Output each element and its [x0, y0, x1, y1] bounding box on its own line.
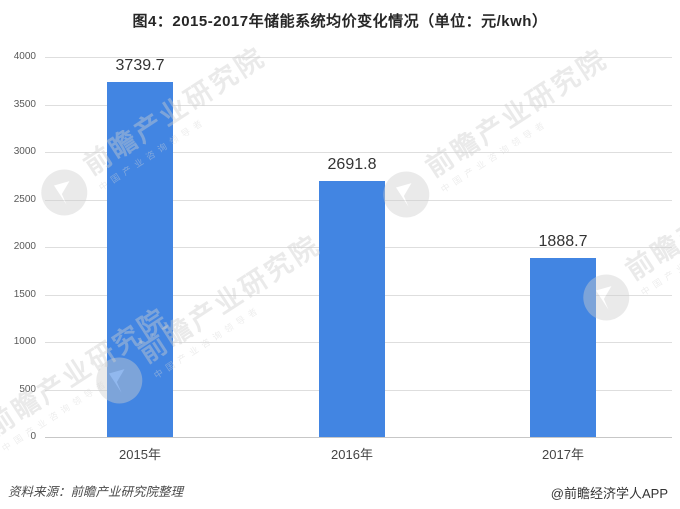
qianzhan-logo-icon	[32, 161, 96, 225]
bar-2017年	[530, 257, 596, 437]
y-axis-tick-label: 3500	[13, 98, 36, 110]
y-axis-tick-label: 3000	[13, 146, 36, 157]
x-axis-tick-label: 2017年	[542, 447, 584, 462]
bar-value-label: 2691.8	[327, 156, 377, 174]
data-source-note: 资料来源：前瞻产业研究院整理	[8, 485, 184, 499]
watermark-text: 前瞻产业研究院	[620, 145, 680, 286]
y-axis-tick-label: 0	[30, 431, 36, 442]
y-axis-tick-label: 1000	[13, 336, 36, 347]
y-axis-tick-label: 2500	[13, 193, 36, 205]
y-axis-tick-label: 500	[19, 383, 36, 395]
watermark-subtext: 中国产业咨询领导者	[438, 117, 550, 195]
bar-2015年	[107, 81, 173, 437]
y-axis-tick-label: 2000	[13, 241, 36, 252]
gridline	[45, 152, 672, 153]
bar-2016年	[319, 181, 385, 437]
watermark-subtext: 中国产业咨询领导者	[151, 303, 263, 381]
gridline	[45, 57, 672, 58]
gridline	[45, 104, 672, 106]
x-axis-tick-label: 2015年	[119, 447, 161, 462]
x-axis-tick-label: 2016年	[331, 447, 373, 462]
bar-value-label: 1888.7	[538, 232, 588, 250]
y-axis-tick-label: 4000	[13, 51, 36, 62]
watermark-text: 前瞻产业研究院	[420, 42, 613, 183]
credit-note: @前瞻经济学人APP	[550, 486, 668, 501]
y-axis-tick-label: 1500	[13, 288, 36, 300]
chart-title: 图4：2015-2017年储能系统均价变化情况（单位：元/kwh）	[132, 13, 548, 30]
watermark-subtext: 中国产业咨询领导者	[638, 220, 680, 298]
x-axis-line	[45, 437, 672, 438]
bar-value-label: 3739.7	[115, 56, 165, 74]
